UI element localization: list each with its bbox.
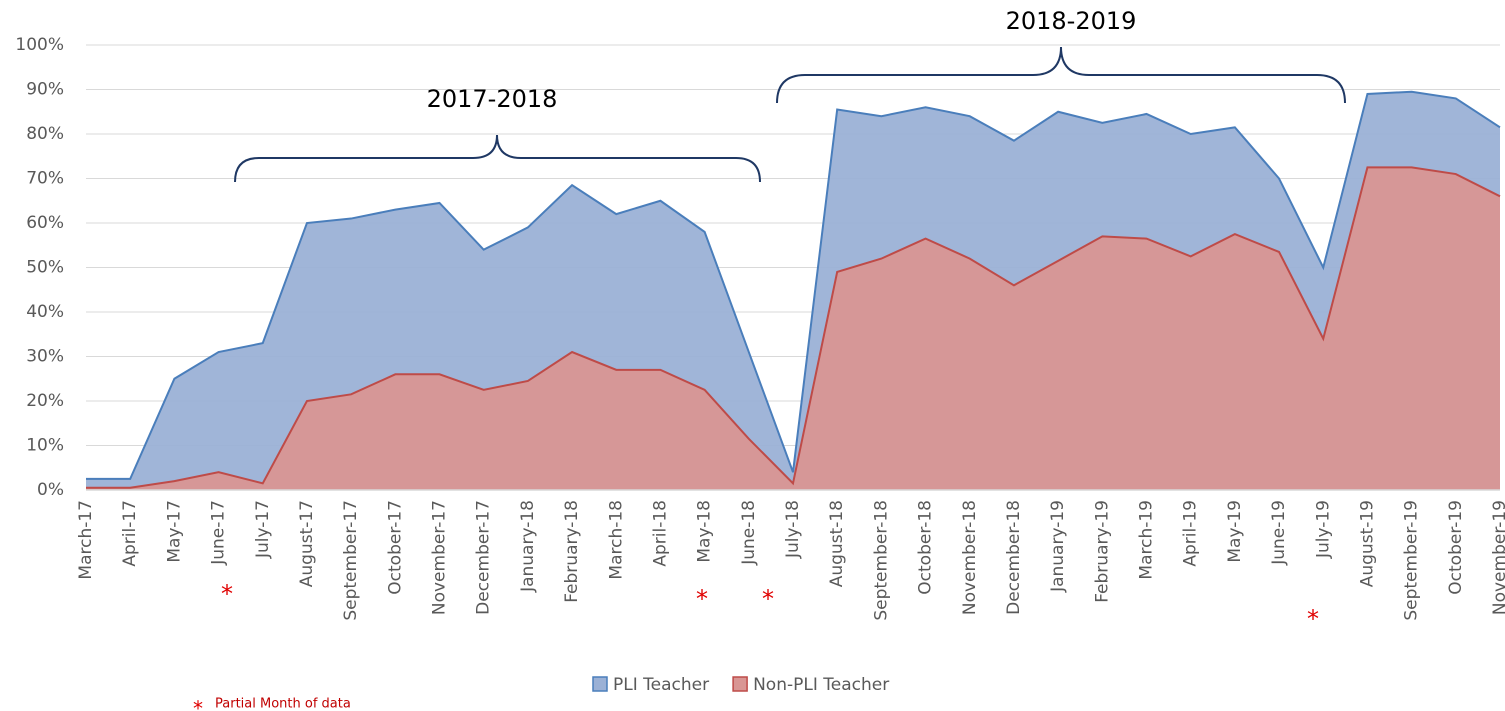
partial-marker: * [762,585,774,613]
partial-marker: * [221,580,233,608]
x-tick-label: August-18 [827,500,847,587]
bracket [234,134,761,183]
x-tick-label: April-17 [120,500,140,567]
y-tick-label: 0% [37,480,64,500]
x-tick-label: November-18 [960,500,980,615]
legend-label: Non-PLI Teacher [753,675,889,695]
x-tick-label: February-19 [1092,500,1112,603]
y-tick-label: 30% [26,347,64,367]
area-line [86,166,1501,489]
y-tick-label: 50% [26,258,64,278]
partial-marker: * [696,585,708,613]
x-tick-label: May-18 [695,500,715,563]
bracket [776,46,1346,104]
annotation: 2018-2019 [1006,7,1137,35]
x-tick-label: September-18 [871,500,891,621]
partial-note: Partial Month of data [215,697,351,711]
x-tick-label: July-17 [253,500,273,559]
plot [86,44,1501,491]
x-tick-label: March-17 [76,500,96,580]
x-tick-label: April-18 [650,500,670,567]
y-tick-label: 90% [26,80,64,100]
x-tick-label: April-19 [1181,500,1201,567]
y-tick-label: 100% [15,35,64,55]
x-tick-label: July-18 [783,500,803,559]
y-tick-label: 10% [26,436,64,456]
x-tick-label: June-17 [209,500,229,566]
x-tick-label: December-17 [474,500,494,615]
x-tick-label: October-19 [1446,500,1466,595]
x-tick-label: March-18 [606,500,626,580]
x-tick-label: August-19 [1357,500,1377,587]
y-tick-label: 40% [26,302,64,322]
legend-label: PLI Teacher [613,675,709,695]
annotation: 2017-2018 [427,85,558,113]
x-tick-label: June-18 [739,500,759,566]
x-tick-label: June-19 [1269,500,1289,566]
x-tick-label: October-18 [916,500,936,595]
x-tick-label: May-19 [1225,500,1245,563]
x-tick-label: December-18 [1004,500,1024,615]
area-line [86,90,1501,480]
x-tick-label: November-17 [430,500,450,615]
y-tick-label: 60% [26,213,64,233]
y-tick-label: 20% [26,391,64,411]
legend-swatch [592,676,608,692]
x-tick-label: October-17 [385,500,405,595]
x-tick-label: March-19 [1137,500,1157,580]
x-tick-label: September-19 [1402,500,1422,621]
x-tick-label: August-17 [297,500,317,587]
y-tick-label: 70% [26,169,64,189]
partial-marker: * [1307,605,1319,633]
x-tick-label: January-18 [518,500,538,593]
x-tick-label: September-17 [341,500,361,621]
x-tick-label: May-17 [164,500,184,563]
partial-marker: * [193,697,203,711]
x-tick-label: January-19 [1048,500,1068,593]
legend-swatch [732,676,748,692]
y-tick-label: 80% [26,124,64,144]
x-tick-label: July-19 [1313,500,1333,559]
x-tick-label: November-19 [1490,500,1505,615]
x-tick-label: February-18 [562,500,582,603]
area [86,167,1500,490]
